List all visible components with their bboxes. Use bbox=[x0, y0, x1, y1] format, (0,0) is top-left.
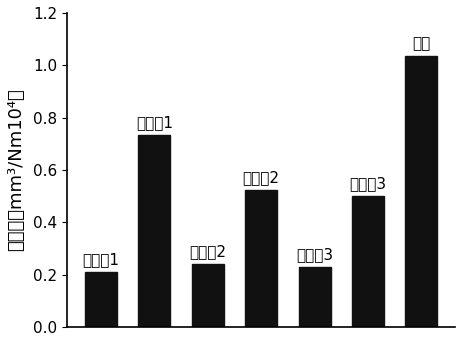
Text: 对比例1: 对比例1 bbox=[136, 115, 173, 130]
Bar bbox=[405, 56, 438, 327]
Bar bbox=[138, 135, 170, 327]
Text: 实施例3: 实施例3 bbox=[296, 247, 333, 262]
Bar bbox=[245, 190, 277, 327]
Bar bbox=[352, 196, 384, 327]
Text: 实施例1: 实施例1 bbox=[82, 252, 119, 268]
Bar bbox=[192, 264, 224, 327]
Text: 对比例3: 对比例3 bbox=[349, 176, 387, 191]
Bar bbox=[298, 267, 331, 327]
Text: 基体: 基体 bbox=[412, 36, 431, 51]
Text: 实施例2: 实施例2 bbox=[189, 245, 226, 260]
Bar bbox=[85, 272, 117, 327]
Y-axis label: 磨损率（mm³/Nm10⁴）: 磨损率（mm³/Nm10⁴） bbox=[7, 88, 25, 251]
Text: 对比例2: 对比例2 bbox=[243, 170, 280, 185]
